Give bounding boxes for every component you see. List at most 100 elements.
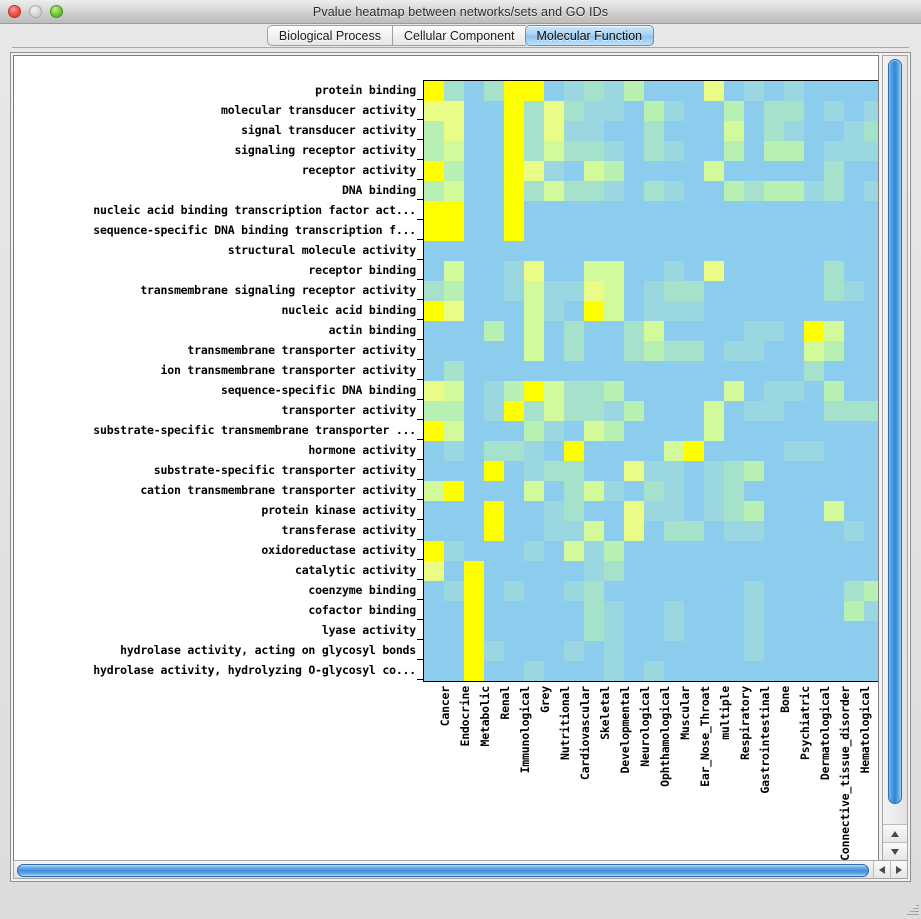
heatmap-cell[interactable] xyxy=(664,201,684,221)
heatmap-cell[interactable] xyxy=(484,341,504,361)
heatmap-cell[interactable] xyxy=(504,321,524,341)
heatmap-cell[interactable] xyxy=(804,641,824,661)
heatmap-cell[interactable] xyxy=(624,601,644,621)
heatmap-cell[interactable] xyxy=(684,541,704,561)
vertical-scrollbar[interactable] xyxy=(882,55,908,861)
heatmap-cell[interactable] xyxy=(864,621,878,641)
heatmap-cell[interactable] xyxy=(444,301,464,321)
heatmap-cell[interactable] xyxy=(644,601,664,621)
heatmap-cell[interactable] xyxy=(784,241,804,261)
heatmap-cell[interactable] xyxy=(504,301,524,321)
heatmap-cell[interactable] xyxy=(504,621,524,641)
heatmap-cell[interactable] xyxy=(664,181,684,201)
heatmap-cell[interactable] xyxy=(684,601,704,621)
heatmap-cell[interactable] xyxy=(424,601,444,621)
heatmap-cell[interactable] xyxy=(584,581,604,601)
heatmap-cell[interactable] xyxy=(684,321,704,341)
heatmap-cell[interactable] xyxy=(764,621,784,641)
heatmap-cell[interactable] xyxy=(864,201,878,221)
heatmap-cell[interactable] xyxy=(484,261,504,281)
heatmap-cell[interactable] xyxy=(444,341,464,361)
heatmap-cell[interactable] xyxy=(624,161,644,181)
heatmap-cell[interactable] xyxy=(784,441,804,461)
heatmap-cell[interactable] xyxy=(864,481,878,501)
heatmap-cell[interactable] xyxy=(564,261,584,281)
heatmap-cell[interactable] xyxy=(664,541,684,561)
heatmap-cell[interactable] xyxy=(604,441,624,461)
heatmap-cell[interactable] xyxy=(604,261,624,281)
heatmap-cell[interactable] xyxy=(784,601,804,621)
heatmap-cell[interactable] xyxy=(644,201,664,221)
heatmap-cell[interactable] xyxy=(764,481,784,501)
heatmap-cell[interactable] xyxy=(824,581,844,601)
heatmap-cell[interactable] xyxy=(844,341,864,361)
heatmap-cell[interactable] xyxy=(644,341,664,361)
heatmap-cell[interactable] xyxy=(464,241,484,261)
heatmap-cell[interactable] xyxy=(444,461,464,481)
heatmap-cell[interactable] xyxy=(664,461,684,481)
heatmap-cell[interactable] xyxy=(464,161,484,181)
heatmap-cell[interactable] xyxy=(664,521,684,541)
heatmap-cell[interactable] xyxy=(704,81,724,101)
heatmap-cell[interactable] xyxy=(744,241,764,261)
heatmap-cell[interactable] xyxy=(584,81,604,101)
heatmap-cell[interactable] xyxy=(504,661,524,681)
heatmap-cell[interactable] xyxy=(724,621,744,641)
heatmap-cell[interactable] xyxy=(504,141,524,161)
heatmap-cell[interactable] xyxy=(604,421,624,441)
heatmap-cell[interactable] xyxy=(744,281,764,301)
heatmap-cell[interactable] xyxy=(824,521,844,541)
heatmap-cell[interactable] xyxy=(744,121,764,141)
heatmap-cell[interactable] xyxy=(724,481,744,501)
heatmap-cell[interactable] xyxy=(444,201,464,221)
heatmap-cell[interactable] xyxy=(704,501,724,521)
heatmap-cell[interactable] xyxy=(444,81,464,101)
heatmap-cell[interactable] xyxy=(864,121,878,141)
heatmap-cell[interactable] xyxy=(784,261,804,281)
heatmap-cell[interactable] xyxy=(524,541,544,561)
heatmap-cell[interactable] xyxy=(464,601,484,621)
heatmap-cell[interactable] xyxy=(464,581,484,601)
heatmap-cell[interactable] xyxy=(664,381,684,401)
heatmap-cell[interactable] xyxy=(424,381,444,401)
heatmap-cell[interactable] xyxy=(464,381,484,401)
heatmap-cell[interactable] xyxy=(864,101,878,121)
heatmap-cell[interactable] xyxy=(684,481,704,501)
heatmap-cell[interactable] xyxy=(764,321,784,341)
heatmap-cell[interactable] xyxy=(464,521,484,541)
heatmap-cell[interactable] xyxy=(644,401,664,421)
heatmap-cell[interactable] xyxy=(444,561,464,581)
heatmap-cell[interactable] xyxy=(744,481,764,501)
heatmap-cell[interactable] xyxy=(784,181,804,201)
heatmap-cell[interactable] xyxy=(464,401,484,421)
heatmap-cell[interactable] xyxy=(724,341,744,361)
heatmap-cell[interactable] xyxy=(704,361,724,381)
heatmap-cell[interactable] xyxy=(484,101,504,121)
heatmap-cell[interactable] xyxy=(624,321,644,341)
heatmap-cell[interactable] xyxy=(424,161,444,181)
heatmap-cell[interactable] xyxy=(484,561,504,581)
heatmap-cell[interactable] xyxy=(444,321,464,341)
heatmap-cell[interactable] xyxy=(604,201,624,221)
heatmap-cell[interactable] xyxy=(504,341,524,361)
heatmap-cell[interactable] xyxy=(764,81,784,101)
heatmap-cell[interactable] xyxy=(844,141,864,161)
heatmap-cell[interactable] xyxy=(784,81,804,101)
heatmap-cell[interactable] xyxy=(604,641,624,661)
heatmap-cell[interactable] xyxy=(764,561,784,581)
heatmap-cell[interactable] xyxy=(784,321,804,341)
heatmap-cell[interactable] xyxy=(464,261,484,281)
heatmap-cell[interactable] xyxy=(664,261,684,281)
heatmap-cell[interactable] xyxy=(684,661,704,681)
heatmap-cell[interactable] xyxy=(804,101,824,121)
heatmap-cell[interactable] xyxy=(484,321,504,341)
heatmap-cell[interactable] xyxy=(484,461,504,481)
heatmap-cell[interactable] xyxy=(604,501,624,521)
heatmap-cell[interactable] xyxy=(464,441,484,461)
heatmap-cell[interactable] xyxy=(704,221,724,241)
heatmap-cell[interactable] xyxy=(624,101,644,121)
heatmap-cell[interactable] xyxy=(584,321,604,341)
heatmap-cell[interactable] xyxy=(804,441,824,461)
heatmap-cell[interactable] xyxy=(444,641,464,661)
heatmap-cell[interactable] xyxy=(524,301,544,321)
